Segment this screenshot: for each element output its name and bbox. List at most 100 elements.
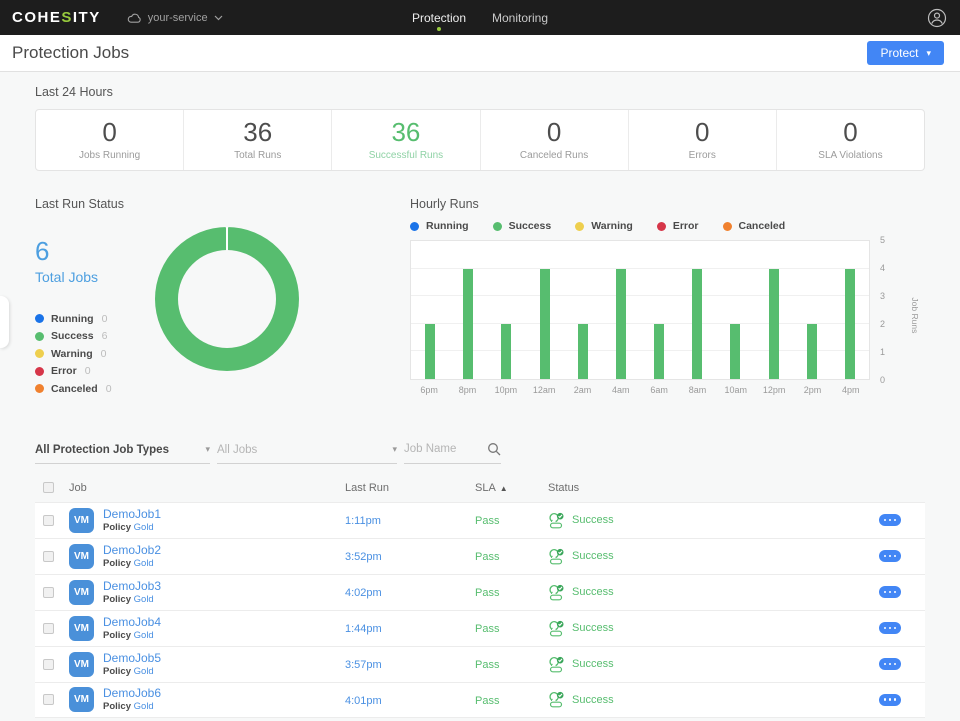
- bar-2pm: [806, 323, 817, 379]
- sla-value: Pass: [475, 623, 500, 635]
- stat-sla-violations: 0 SLA Violations: [775, 110, 924, 170]
- legend-item-warning: Warning 0: [35, 345, 410, 363]
- row-actions-button[interactable]: [879, 586, 901, 598]
- cluster-selector[interactable]: your-service: [127, 12, 223, 24]
- job-name-link[interactable]: DemoJob4: [103, 614, 162, 629]
- select-all-checkbox[interactable]: [43, 482, 54, 493]
- row-actions-button[interactable]: [879, 514, 901, 526]
- search-icon[interactable]: [487, 442, 501, 456]
- total-jobs-label: Total Jobs: [35, 269, 99, 285]
- hourly-legend-canceled: Canceled: [722, 220, 785, 232]
- policy-link[interactable]: Gold: [133, 665, 154, 677]
- row-actions-button[interactable]: [879, 550, 901, 562]
- last-run-link[interactable]: 3:57pm: [345, 659, 382, 671]
- jobs-dropdown[interactable]: All Jobs ▾: [217, 444, 397, 464]
- job-name-link[interactable]: DemoJob5: [103, 650, 162, 665]
- cohesity-logo: COHESITY: [12, 9, 101, 26]
- header-status[interactable]: Status: [548, 481, 580, 494]
- main-nav: Protection Monitoring: [412, 0, 548, 35]
- job-name-link[interactable]: DemoJob6: [103, 686, 162, 701]
- protect-button[interactable]: Protect ▾: [867, 41, 944, 65]
- protected-success-icon: [548, 584, 565, 601]
- job-name-link[interactable]: DemoJob3: [103, 578, 162, 593]
- row-checkbox[interactable]: [43, 622, 54, 634]
- stat-jobs-running: 0 Jobs Running: [79, 117, 141, 161]
- x-tick: 8am: [688, 385, 707, 395]
- policy-link[interactable]: Gold: [133, 701, 154, 713]
- legend-item-success: Success 6: [35, 328, 410, 346]
- protected-success-icon: [548, 548, 565, 565]
- policy-link[interactable]: Gold: [133, 557, 154, 569]
- header-sla[interactable]: SLA ▲: [475, 481, 508, 494]
- row-checkbox[interactable]: [43, 550, 54, 562]
- row-checkbox[interactable]: [43, 658, 54, 670]
- stat-total-runs: 36 Total Runs: [183, 110, 331, 170]
- caret-down-icon: ▾: [392, 444, 397, 454]
- job-type-dropdown[interactable]: All Protection Job Types ▾: [35, 444, 210, 464]
- policy-link[interactable]: Gold: [133, 593, 154, 605]
- last-run-link[interactable]: 1:44pm: [345, 623, 382, 635]
- y-tick: 3: [880, 291, 886, 301]
- policy-link[interactable]: Gold: [133, 629, 154, 641]
- job-name-link[interactable]: DemoJob2: [103, 542, 162, 557]
- cloud-icon: [127, 12, 142, 24]
- filter-bar: All Protection Job Types ▾ All Jobs ▾: [35, 442, 925, 464]
- row-checkbox[interactable]: [43, 514, 54, 526]
- sla-value: Pass: [475, 587, 500, 599]
- policy-label: Policy: [103, 593, 131, 605]
- row-actions-button[interactable]: [879, 622, 901, 634]
- bar-8pm: [463, 268, 474, 379]
- row-actions-button[interactable]: [879, 658, 901, 670]
- row-checkbox[interactable]: [43, 586, 54, 598]
- hourly-legend-error: Error: [656, 220, 699, 232]
- last-run-link[interactable]: 4:02pm: [345, 587, 382, 599]
- nav-monitoring[interactable]: Monitoring: [492, 10, 549, 25]
- feedback-tab[interactable]: [0, 296, 9, 348]
- bar-12am: [539, 268, 550, 379]
- bar-12pm: [768, 268, 779, 379]
- vm-type-badge: VM: [69, 507, 94, 533]
- stat-errors: 0 Errors: [627, 110, 776, 170]
- hourly-runs-title: Hourly Runs: [410, 197, 479, 211]
- warning-dot-icon: [575, 221, 585, 231]
- policy-label: Policy: [103, 629, 131, 641]
- row-checkbox[interactable]: [43, 694, 54, 705]
- stat-canceled-runs: 0 Canceled Runs: [479, 110, 628, 170]
- hourly-legend-warning: Warning: [575, 220, 633, 232]
- header-job[interactable]: Job: [69, 481, 87, 494]
- policy-label: Policy: [103, 521, 131, 533]
- bar-6pm: [425, 323, 436, 379]
- last-run-link[interactable]: 3:52pm: [345, 551, 382, 563]
- last-run-link[interactable]: 4:01pm: [345, 694, 382, 707]
- protected-success-icon: [548, 656, 565, 673]
- running-dot-icon: [410, 221, 419, 231]
- nav-protection[interactable]: Protection: [412, 0, 466, 35]
- page-title: Protection Jobs: [12, 43, 130, 62]
- row-actions-button[interactable]: [879, 693, 901, 706]
- status-label: Success: [572, 658, 614, 670]
- table-body: VM DemoJob1 Policy Gold 1:11pm Pass Succ…: [35, 501, 925, 718]
- y-tick: 0: [880, 375, 886, 385]
- user-avatar[interactable]: [926, 7, 948, 29]
- y-axis-label: Job Runs: [910, 297, 920, 334]
- job-name-input[interactable]: [404, 442, 474, 455]
- y-tick: 2: [880, 319, 886, 329]
- protected-success-icon: [548, 512, 565, 529]
- policy-link[interactable]: Gold: [133, 521, 154, 533]
- sla-value: Pass: [475, 515, 500, 527]
- status-label: Success: [572, 586, 614, 598]
- vm-type-badge: VM: [69, 687, 94, 712]
- x-tick: 12am: [532, 385, 556, 395]
- donut-chart: [155, 227, 299, 371]
- policy-label: Policy: [103, 557, 131, 569]
- x-tick: 8pm: [458, 385, 477, 395]
- vm-type-badge: VM: [69, 543, 94, 569]
- bar-6am: [654, 323, 665, 379]
- hourly-legend: Running Success Warning Error Canceled: [410, 220, 925, 232]
- gridline: [411, 295, 869, 297]
- job-name-link[interactable]: DemoJob1: [103, 506, 162, 521]
- header-last-run[interactable]: Last Run: [345, 481, 390, 494]
- y-tick: 5: [880, 235, 886, 245]
- last-run-link[interactable]: 1:11pm: [345, 515, 381, 527]
- protected-success-icon: [548, 620, 565, 637]
